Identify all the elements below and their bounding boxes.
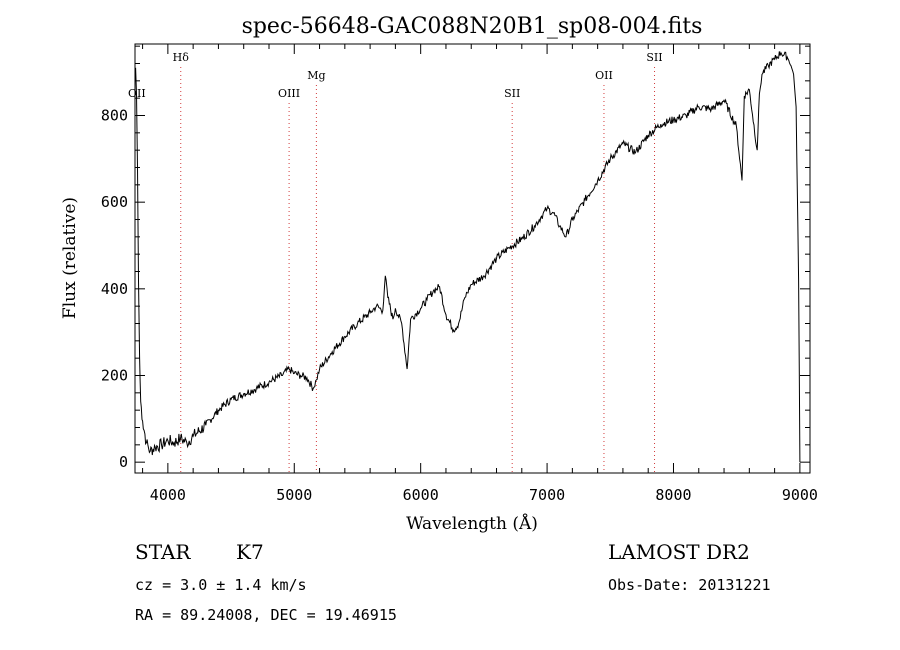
coordinates-label: RA = 89.24008, DEC = 19.46915	[135, 606, 397, 624]
axis-ticks: 4000 5000 6000 7000 8000 9000 0 200 400 600 800	[101, 44, 818, 504]
chart-title: spec-56648-GAC088N20B1_sp08-004.fits	[242, 14, 703, 39]
x-tick-label: 8000	[655, 486, 691, 504]
x-axis-label: Wavelength (Å)	[406, 513, 538, 534]
spectrum-series-line	[135, 51, 801, 463]
line-marker-label: OII	[595, 69, 613, 82]
y-tick-label: 800	[101, 107, 128, 125]
x-tick-label: 6000	[403, 486, 439, 504]
x-tick-label: 7000	[529, 486, 565, 504]
object-class-label: STAR	[135, 540, 191, 564]
redshift-label: cz = 3.0 ± 1.4 km/s	[135, 576, 307, 594]
y-axis-label: Flux (relative)	[60, 197, 80, 319]
y-tick-label: 200	[101, 367, 128, 385]
line-marker-label: SII	[646, 51, 662, 64]
x-tick-label: 5000	[276, 486, 312, 504]
line-marker-label: OIII	[278, 87, 300, 100]
line-marker-label: SII	[504, 87, 520, 100]
y-tick-label: 0	[119, 453, 128, 471]
y-tick-label: 400	[101, 280, 128, 298]
line-marker-label: Mg	[307, 69, 325, 82]
y-tick-label: 600	[101, 193, 128, 211]
survey-label: LAMOST DR2	[608, 540, 750, 564]
obs-date-label: Obs-Date: 20131221	[608, 576, 771, 594]
x-tick-label: 4000	[150, 486, 186, 504]
subclass-label: K7	[236, 540, 264, 564]
line-marker-label: Hδ	[173, 51, 190, 64]
x-tick-label: 9000	[782, 486, 818, 504]
plot-frame	[134, 43, 811, 474]
